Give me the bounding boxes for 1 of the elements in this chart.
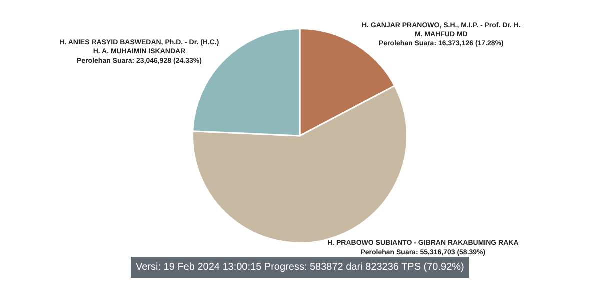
text: Versi: 19 Feb 2024 13:00:15 Progress: 583872 dari 823236 TPS (70.92%) xyxy=(136,262,464,273)
